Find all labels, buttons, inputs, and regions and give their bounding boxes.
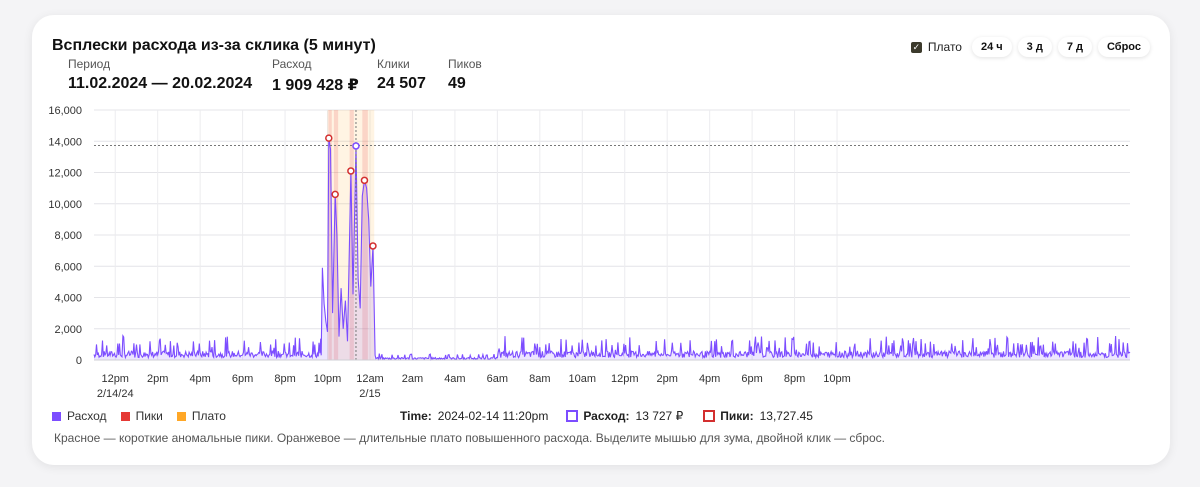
range-24h-button[interactable]: 24 ч [971, 37, 1012, 57]
range-7d-button[interactable]: 7 д [1057, 37, 1092, 57]
x-tick-label: 12pm [101, 373, 129, 385]
spend-line [93, 138, 1131, 362]
x-tick-label: 2pm [656, 373, 677, 385]
stat-clicks: Клики 24 507 [377, 57, 426, 93]
range-3d-button[interactable]: 3 д [1017, 37, 1052, 57]
x-tick-label: 10am [569, 373, 597, 385]
stat-period-value: 11.02.2024 — 20.02.2024 [68, 75, 253, 92]
legend-label-peaks: Пики [135, 409, 163, 423]
peak-marker [325, 134, 333, 142]
y-tick-label: 2,000 [54, 324, 82, 336]
legend-swatch-plato [176, 411, 186, 421]
hover-peaks-label: Пики: [720, 409, 754, 423]
x-tick-label: 8pm [784, 373, 805, 385]
y-tick-label: 0 [76, 355, 82, 367]
stat-spend: Расход 1 909 428 ₽ [272, 57, 359, 95]
x-tick-label: 10pm [314, 373, 342, 385]
stat-peaks-value: 49 [448, 75, 466, 92]
legend-label-spend: Расход [67, 409, 107, 423]
hover-peaks-value: 13,727.45 [759, 409, 813, 423]
y-tick-label: 16,000 [48, 105, 82, 117]
x-tick-label: 6pm [741, 373, 762, 385]
y-tick-label: 6,000 [54, 261, 82, 273]
chart-card: Всплески расхода из-за склика (5 минут) … [32, 15, 1170, 465]
x-tick-label: 4am [444, 373, 465, 385]
x-tick-label: 2pm [147, 373, 168, 385]
legend-item-plato[interactable]: Плато [176, 409, 226, 423]
x-tick-label: 10pm [823, 373, 851, 385]
stat-clicks-label: Клики [377, 57, 410, 71]
chart-footnote: Красное — короткие аномальные пики. Оран… [54, 431, 885, 445]
plateau-band [328, 110, 332, 360]
stat-clicks-value: 24 507 [377, 75, 426, 92]
x-tick-label: 8am [529, 373, 550, 385]
y-tick-label: 14,000 [48, 136, 82, 148]
x-tick-label: 6am [487, 373, 508, 385]
hover-time-label: Time: [400, 409, 432, 423]
plateau-band [362, 110, 368, 360]
hover-peaks-swatch [703, 410, 716, 422]
plato-checkbox-label[interactable]: Плато [927, 40, 962, 54]
legend-item-spend[interactable]: Расход [52, 409, 107, 423]
plato-checkbox[interactable]: ✓ [910, 41, 922, 53]
y-tick-label: 12,000 [48, 168, 82, 180]
legend-swatch-peaks [120, 411, 130, 421]
stat-period: Период 11.02.2024 — 20.02.2024 [68, 57, 252, 93]
y-tick-label: 4,000 [54, 293, 82, 305]
peak-marker [369, 242, 377, 250]
peak-marker [352, 142, 360, 150]
peak-marker [331, 190, 339, 199]
plateau-band [333, 110, 339, 360]
peak-marker [347, 167, 355, 175]
hover-readout: Time: 2024-02-14 11:20pm Расход: 13 727 … [400, 409, 813, 423]
stat-peaks: Пиков 49 [448, 57, 482, 93]
stat-spend-label: Расход [272, 57, 312, 71]
legend-item-peaks[interactable]: Пики [120, 409, 163, 423]
reset-button[interactable]: Сброс [1097, 37, 1150, 57]
chart-title: Всплески расхода из-за склика (5 минут) [52, 37, 376, 54]
x-tick-label: 12am [356, 373, 384, 385]
spend-area [94, 138, 1130, 360]
x-tick-sublabel: 2/15 [359, 388, 380, 400]
x-tick-label: 12pm [611, 373, 639, 385]
x-tick-label: 6pm [232, 373, 253, 385]
legend-swatch-spend [52, 411, 61, 421]
y-tick-label: 10,000 [48, 199, 82, 211]
legend-label-plato: Плато [191, 409, 226, 423]
peak-marker [360, 176, 369, 185]
x-tick-sublabel: 2/14/24 [97, 388, 134, 400]
x-tick-label: 4pm [189, 373, 210, 385]
hover-spend-value: 13 727 ₽ [635, 409, 684, 423]
hover-spend-label: Расход: [583, 409, 630, 423]
x-tick-label: 4pm [699, 373, 720, 385]
hover-spend-swatch [566, 410, 579, 422]
spend-chart[interactable]: 16,000 14,000 12,000 10,000 8,000 6,000 4,000 2… [32, 15, 1170, 405]
x-tick-label: 2am [402, 373, 423, 385]
stat-spend-value: 1 909 428 ₽ [272, 77, 359, 94]
stat-peaks-label: Пиков [448, 57, 482, 71]
hover-time-value: 2024-02-14 11:20pm [437, 409, 549, 423]
y-tick-label: 8,000 [54, 230, 82, 242]
chart-controls: ✓ Плато 24 ч 3 д 7 д Сброс [910, 37, 1150, 57]
chart-legend: Расход Пики Плато [52, 409, 226, 423]
x-tick-label: 8pm [274, 373, 295, 385]
stat-period-label: Период [68, 57, 111, 71]
